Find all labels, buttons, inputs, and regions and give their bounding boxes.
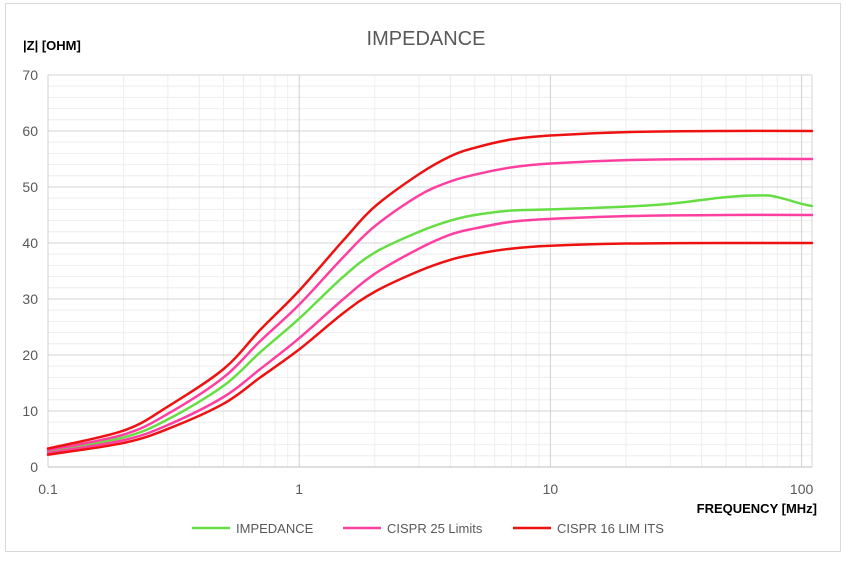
series-line-cispr-25-limits xyxy=(46,213,814,455)
x-tick-label: 1 xyxy=(295,481,303,497)
series-line-cispr-16-limits xyxy=(46,129,814,450)
chart-title: IMPEDANCE xyxy=(367,28,486,50)
legend-label: CISPR 16 LIM ITS xyxy=(557,521,664,536)
y-tick-label: 50 xyxy=(22,179,38,195)
y-tick-label: 30 xyxy=(22,291,38,307)
y-tick-label: 70 xyxy=(22,67,38,83)
legend-label: IMPEDANCE xyxy=(236,521,314,536)
series-line-cispr-25-limits xyxy=(46,157,814,452)
series-line-impedance xyxy=(46,194,814,453)
y-tick-label: 20 xyxy=(22,347,38,363)
y-tick-label: 10 xyxy=(22,403,38,419)
series-line-cispr-16-limits xyxy=(46,241,814,456)
x-tick-label: 10 xyxy=(543,481,559,497)
y-tick-label: 40 xyxy=(22,235,38,251)
data-series xyxy=(46,129,814,456)
y-tick-label: 60 xyxy=(22,123,38,139)
grid-lines xyxy=(47,74,813,468)
x-tick-label: 0.1 xyxy=(38,481,58,497)
tick-labels: 0 10 20 30 40 50 60 70 0.1 1 10 100 xyxy=(22,67,813,497)
legend: IMPEDANCE CISPR 25 Limits CISPR 16 LIM ITS xyxy=(192,521,664,536)
y-tick-label: 0 xyxy=(30,459,38,475)
legend-label: CISPR 25 Limits xyxy=(387,521,483,536)
impedance-chart: 0 10 20 30 40 50 60 70 0.1 1 10 100 IMPEDANCE |Z| [… xyxy=(22,28,817,536)
chart-frame: 0 10 20 30 40 50 60 70 0.1 1 10 100 IMPEDANCE |Z| [… xyxy=(5,3,841,552)
x-axis-title: FREQUENCY [MHz] xyxy=(697,501,817,516)
y-axis-title: |Z| [OHM] xyxy=(23,38,81,53)
x-tick-label: 100 xyxy=(790,481,814,497)
